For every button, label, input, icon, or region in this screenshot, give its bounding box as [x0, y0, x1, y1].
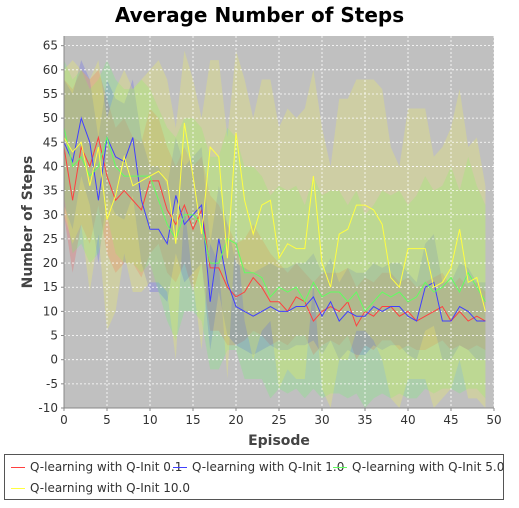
y-tick-label: 55	[43, 87, 58, 101]
x-tick-label: 45	[443, 413, 458, 427]
x-axis-ticks: 0 5 10 15 20 25 30 35 40 45 50	[60, 408, 502, 427]
legend-swatch	[333, 466, 347, 468]
x-tick-label: 0	[60, 413, 68, 427]
y-tick-label: 5	[50, 329, 58, 343]
x-axis-label: Episode	[248, 433, 310, 449]
line-series-1	[63, 135, 486, 328]
y-tick-label: -10	[38, 401, 58, 415]
legend-swatch	[173, 466, 187, 468]
y-axis-label: Number of Steps	[20, 156, 36, 289]
y-tick-label: 30	[43, 208, 58, 222]
legend-item-4: Q-learning with Q-Init 10.0	[11, 481, 190, 495]
y-tick-label: 0	[50, 353, 58, 367]
y-tick-label: -5	[46, 377, 58, 391]
y-tick-label: 10	[43, 304, 58, 318]
line-series-2	[63, 116, 486, 322]
legend-label: Q-learning with Q-Init 5.0	[352, 460, 505, 474]
legend-item-2: Q-learning with Q-Init 1.0	[173, 460, 344, 474]
x-tick-label: 50	[486, 413, 501, 427]
legend-label: Q-learning with Q-Init 0.1	[30, 460, 183, 474]
chart-plot: 0 5 10 15 20 25 30 35 40 45 50 -10 -5 0 5 10 15 20 25 30 35…	[20, 36, 502, 449]
y-axis-ticks: -10 -5 0 5 10 15 20 25 30 35 40 45 50 55 60 65	[38, 39, 64, 415]
legend-label: Q-learning with Q-Init 10.0	[30, 481, 190, 495]
legend-item-1: Q-learning with Q-Init 0.1	[11, 460, 182, 474]
x-tick-label: 20	[228, 413, 243, 427]
y-tick-label: 45	[43, 135, 58, 149]
x-tick-label: 10	[142, 413, 157, 427]
legend-swatch	[11, 487, 25, 489]
x-tick-label: 30	[314, 413, 329, 427]
band-series-3	[64, 60, 486, 408]
y-tick-label: 20	[43, 256, 58, 270]
x-tick-label: 35	[357, 413, 372, 427]
line-series-4	[63, 122, 486, 312]
y-tick-label: 65	[43, 39, 58, 53]
x-tick-label: 15	[185, 413, 200, 427]
y-tick-label: 35	[43, 184, 58, 198]
legend-label: Q-learning with Q-Init 1.0	[192, 460, 345, 474]
legend-item-3: Q-learning with Q-Init 5.0	[333, 460, 504, 474]
legend-swatch	[11, 466, 25, 468]
y-tick-label: 50	[43, 111, 58, 125]
x-tick-label: 25	[271, 413, 286, 427]
legend: Q-learning with Q-Init 0.1 Q-learning wit…	[4, 454, 504, 500]
chart-title: Average Number of Steps	[114, 3, 405, 27]
band-series-2	[64, 60, 486, 360]
x-tick-label: 5	[103, 413, 111, 427]
line-series-3	[63, 127, 486, 313]
series-lines	[63, 116, 486, 328]
y-tick-label: 15	[43, 280, 58, 294]
y-tick-label: 25	[43, 232, 58, 246]
x-tick-label: 40	[400, 413, 415, 427]
y-tick-label: 40	[43, 159, 58, 173]
y-tick-label: 60	[43, 63, 58, 77]
